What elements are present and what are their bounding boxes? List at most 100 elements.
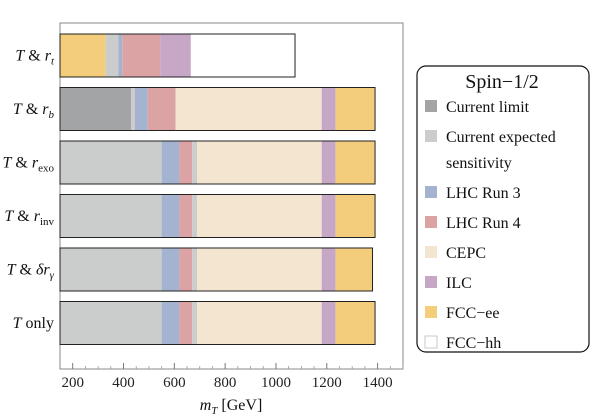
row-label: T & rt <box>15 48 55 68</box>
row-label: T only <box>13 315 54 332</box>
legend-entry-expected: Current expected sensitivity <box>425 129 556 172</box>
legend-entry-fccee: FCC−ee <box>425 305 499 322</box>
x-tick-label: 1000 <box>261 375 291 391</box>
legend-entry-cepc: CEPC <box>425 245 486 262</box>
x-tick-label: 1400 <box>363 375 393 391</box>
bar-segment-expected <box>131 87 135 131</box>
bar-segment-run3 <box>134 87 148 131</box>
bar-segment-fccee <box>335 301 376 345</box>
legend-entry-fcchh: FCC−hh <box>424 335 501 352</box>
bar-outline <box>59 247 374 292</box>
bar-segment-cepc <box>197 141 322 184</box>
legend: Spin−1/2 Current limit Current expected se… <box>416 65 590 353</box>
bar-row <box>59 301 376 345</box>
bar-row <box>59 194 376 238</box>
legend-swatch <box>425 306 437 318</box>
bar-segment-run4 <box>147 87 176 131</box>
bar-segment-cepc <box>175 87 322 131</box>
bar-segment-run3 <box>118 34 123 77</box>
x-axis-label-var: m <box>200 397 212 414</box>
bar-segment-fccee <box>335 194 376 238</box>
bar-segment-current <box>60 87 132 131</box>
legend-label: FCC−hh <box>446 335 501 352</box>
bar-segment-fccee <box>60 34 106 77</box>
bar-segment-ilc <box>321 248 336 291</box>
bar-segment-expected <box>192 194 198 238</box>
bar-row <box>59 247 374 292</box>
bar-segment-fccee <box>335 141 376 184</box>
bar-segment-cepc <box>197 194 322 238</box>
x-axis-label-unit: [GeV] <box>221 397 262 414</box>
bar-segment-fcchh <box>190 34 296 77</box>
bar-segment-expected <box>60 301 162 345</box>
row-labels: T & rt T & rb T & rexo T & rinv T & δrγ T onl… <box>3 48 55 333</box>
bar-segment-run4 <box>122 34 161 77</box>
legend-title: Spin−1/2 <box>465 71 539 93</box>
bar-outline <box>59 33 296 78</box>
legend-swatch <box>425 186 437 198</box>
legend-entry-run3: LHC Run 3 <box>425 185 521 202</box>
legend-label-line2: sensitivity <box>446 155 512 172</box>
row-label: T & rb <box>13 101 55 121</box>
legend-label: Current limit <box>446 99 530 116</box>
x-axis-label-sub: T <box>211 405 218 417</box>
bar-segment-ilc <box>321 141 336 184</box>
bar-segment-expected <box>60 248 162 291</box>
bar-segment-cepc <box>197 248 322 291</box>
x-tick-label: 1200 <box>312 375 342 391</box>
bar-segment-cepc <box>197 301 322 345</box>
legend-swatch <box>425 246 437 258</box>
legend-entries: Current limit Current expected sensitivity… <box>424 99 556 352</box>
bar-segment-expected <box>60 141 162 184</box>
bar-segment-run4 <box>179 301 193 345</box>
legend-label: LHC Run 3 <box>446 185 521 202</box>
bar-segment-ilc <box>160 34 191 77</box>
row-label: T & δrγ <box>7 262 55 282</box>
legend-swatch <box>425 216 437 228</box>
x-tick-label: 800 <box>214 375 237 391</box>
bar-row <box>59 33 296 78</box>
legend-label: Current expected <box>446 129 556 146</box>
bar-segment-expected <box>192 141 198 184</box>
bar-segment-ilc <box>321 194 336 238</box>
bar-outline <box>59 140 376 185</box>
bar-segment-fccee <box>335 87 376 131</box>
bar-row <box>59 87 376 131</box>
bar-outline <box>59 301 376 345</box>
legend-entry-run4: LHC Run 4 <box>425 215 521 232</box>
legend-box <box>416 65 590 353</box>
bar-segment-expected <box>105 34 119 77</box>
legend-label: ILC <box>446 275 472 292</box>
x-axis: 200 400 600 800 1000 1200 1400 <box>61 363 404 391</box>
bar-segment-run4 <box>179 141 193 184</box>
legend-swatch <box>425 276 437 288</box>
x-tick-label: 400 <box>112 375 135 391</box>
legend-entry-ilc: ILC <box>425 275 472 292</box>
bar-segment-run3 <box>161 194 180 238</box>
bar-segment-fccee <box>335 248 373 291</box>
bar-row <box>59 140 376 185</box>
row-label: T & rinv <box>4 208 54 228</box>
bar-segment-run4 <box>179 194 193 238</box>
x-axis-label: mT [GeV] <box>200 397 263 417</box>
legend-entry-current: Current limit <box>425 99 530 116</box>
legend-label: FCC−ee <box>446 305 499 322</box>
bar-segment-ilc <box>321 301 336 345</box>
legend-label: LHC Run 4 <box>446 215 521 232</box>
bar-segment-expected <box>192 301 198 345</box>
x-tick-label: 200 <box>61 375 84 391</box>
bar-segment-run3 <box>161 141 180 184</box>
bars <box>59 33 376 345</box>
bar-outline <box>59 194 376 238</box>
bar-segment-run3 <box>161 248 180 291</box>
x-tick-label: 600 <box>163 375 186 391</box>
bar-segment-run3 <box>161 301 180 345</box>
legend-swatch <box>425 130 437 142</box>
bar-segment-expected <box>60 194 162 238</box>
bar-outline <box>59 87 376 131</box>
bar-segment-run4 <box>179 248 193 291</box>
legend-swatch <box>424 335 438 349</box>
row-label: T & rexo <box>3 155 55 175</box>
bar-segment-expected <box>192 248 198 291</box>
